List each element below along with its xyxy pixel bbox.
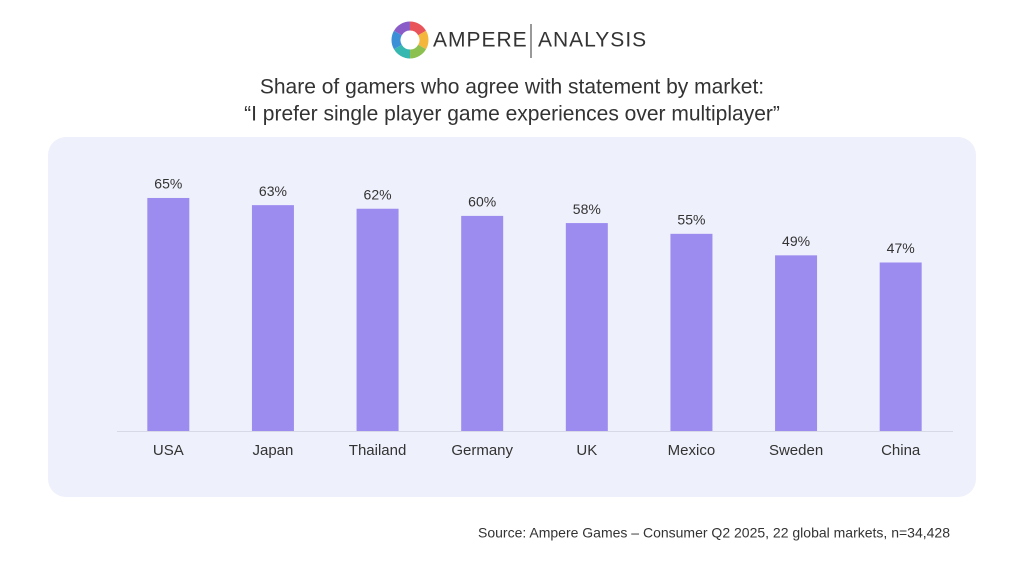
chart-title: “I prefer single player game experiences… [244,103,780,126]
x-tick-label: China [881,442,921,459]
bar [775,255,818,431]
chart-title: Share of gamers who agree with statement… [260,76,764,99]
x-tick-label: UK [576,442,597,459]
bar [356,208,399,431]
x-tick-label: Mexico [668,442,716,459]
bar [565,223,608,431]
x-tick-label: Sweden [769,442,823,459]
bar [879,262,922,431]
x-tick-label: Germany [451,442,513,459]
value-label: 62% [364,186,392,202]
bar [670,233,713,431]
x-tick-label: Thailand [349,442,407,459]
logo-brand: AMPERE [433,29,528,52]
bar [251,205,294,431]
logo-product: ANALYSIS [538,29,647,52]
x-tick-label: Japan [253,442,294,459]
value-label: 63% [259,183,287,199]
value-label: 47% [887,240,915,256]
bar [147,197,190,431]
value-label: 58% [573,201,601,217]
source-note: Source: Ampere Games – Consumer Q2 2025,… [478,525,950,541]
value-label: 60% [468,194,496,210]
bar [461,215,504,431]
value-label: 55% [677,212,705,228]
value-label: 49% [782,233,810,249]
x-tick-label: USA [153,442,184,459]
logo-icon [391,21,429,59]
value-label: 65% [154,176,182,192]
